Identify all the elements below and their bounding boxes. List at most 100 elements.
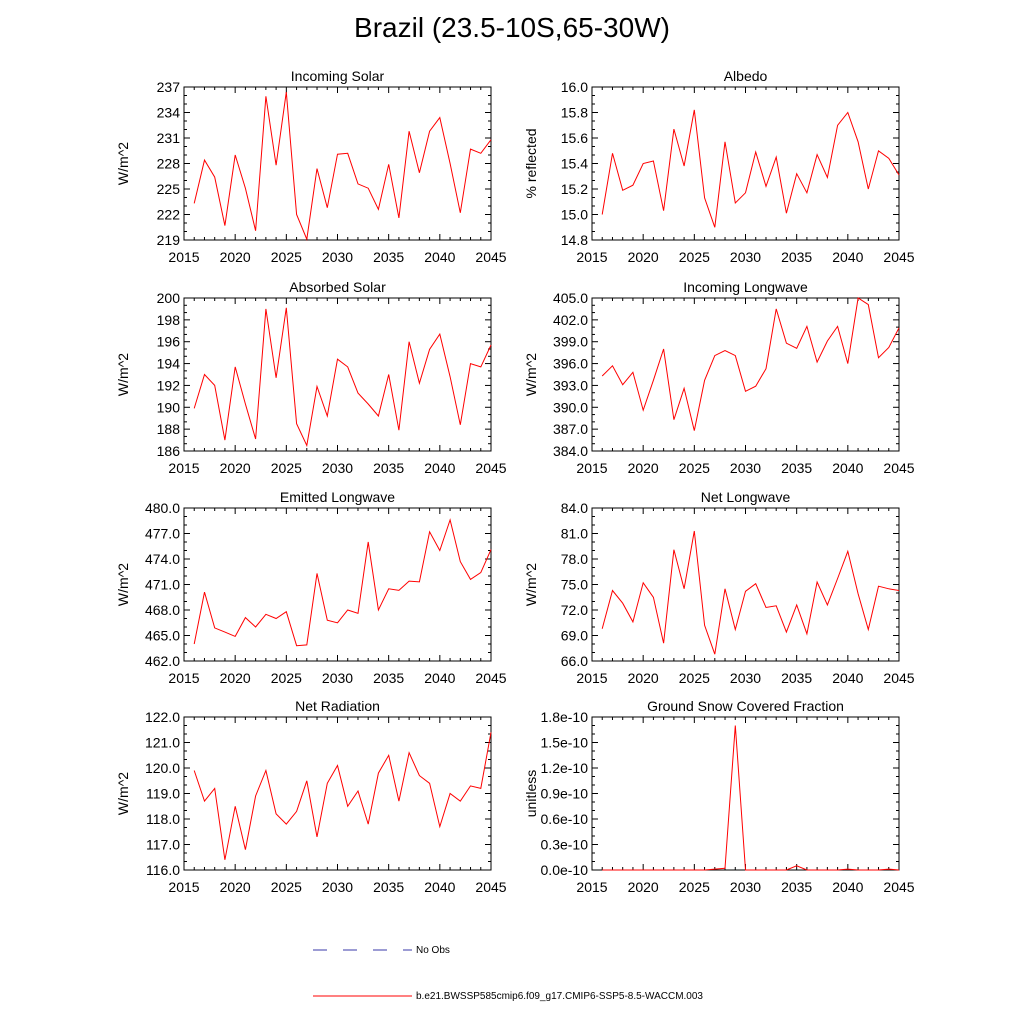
x-tick-label: 2035 bbox=[781, 249, 812, 265]
chart-panel-7: Ground Snow Covered Fraction unitless 0.0e… bbox=[523, 698, 915, 895]
series-line bbox=[193, 307, 492, 448]
x-tick-label: 2045 bbox=[475, 460, 506, 476]
y-tick-label: 468.0 bbox=[145, 602, 180, 618]
y-tick-label: 1.8e-10 bbox=[541, 709, 589, 725]
x-tick-label: 2040 bbox=[424, 249, 455, 265]
y-tick-label: 15.6 bbox=[561, 130, 588, 146]
x-tick-label: 2020 bbox=[628, 670, 659, 686]
y-tick-label: 219 bbox=[157, 232, 181, 248]
x-tick-label: 2020 bbox=[628, 460, 659, 476]
y-tick-label: 1.5e-10 bbox=[541, 735, 589, 751]
y-tick-label: 396.0 bbox=[553, 356, 588, 372]
y-tick-label: 14.8 bbox=[561, 232, 588, 248]
x-tick-label: 2040 bbox=[424, 670, 455, 686]
x-tick-label: 2025 bbox=[271, 249, 302, 265]
plot-frame bbox=[183, 86, 492, 241]
y-axis-label: W/m^2 bbox=[523, 353, 539, 396]
x-tick-label: 2030 bbox=[730, 879, 761, 895]
plot-frame bbox=[591, 507, 900, 662]
legend-obs-label: No Obs bbox=[416, 945, 450, 956]
y-tick-label: 69.0 bbox=[561, 628, 588, 644]
x-tick-label: 2015 bbox=[168, 460, 199, 476]
y-tick-label: 225 bbox=[157, 181, 181, 197]
panel-title: Absorbed Solar bbox=[289, 279, 386, 295]
y-axis-label: W/m^2 bbox=[115, 142, 131, 185]
plot-frame bbox=[183, 716, 492, 871]
x-tick-label: 2020 bbox=[628, 879, 659, 895]
chart-panel-5: Net Longwave W/m^2 66.0 69.0 72.0 75.0 78.0 81.… bbox=[523, 489, 915, 686]
series-line bbox=[193, 732, 492, 860]
x-tick-label: 2030 bbox=[730, 249, 761, 265]
x-tick-label: 2030 bbox=[322, 670, 353, 686]
legend-model-label: b.e21.BWSSP585cmip6.f09_g17.CMIP6-SSP5-8… bbox=[416, 991, 703, 1002]
y-tick-label: 117.0 bbox=[146, 837, 180, 853]
x-tick-label: 2045 bbox=[883, 879, 914, 895]
x-tick-label: 2045 bbox=[475, 670, 506, 686]
y-tick-label: 66.0 bbox=[561, 653, 588, 669]
panel-title: Albedo bbox=[724, 68, 768, 84]
x-tick-label: 2015 bbox=[576, 879, 607, 895]
figure-title: Brazil (23.5-10S,65-30W) bbox=[354, 12, 670, 43]
plot-frame bbox=[591, 716, 900, 871]
y-tick-label: 118.0 bbox=[146, 811, 180, 827]
y-tick-label: 84.0 bbox=[561, 500, 588, 516]
y-tick-label: 186 bbox=[157, 443, 181, 459]
x-tick-label: 2025 bbox=[271, 460, 302, 476]
x-tick-label: 2040 bbox=[832, 879, 863, 895]
y-tick-label: 190 bbox=[157, 399, 181, 415]
y-axis-label: unitless bbox=[523, 770, 539, 817]
y-tick-label: 15.0 bbox=[561, 207, 588, 223]
y-axis-label: % reflected bbox=[523, 128, 539, 198]
x-tick-label: 2040 bbox=[424, 879, 455, 895]
x-tick-label: 2025 bbox=[679, 879, 710, 895]
x-tick-label: 2045 bbox=[475, 249, 506, 265]
x-tick-label: 2020 bbox=[220, 460, 251, 476]
y-tick-label: 477.0 bbox=[145, 526, 180, 542]
y-tick-label: 237 bbox=[157, 79, 181, 95]
y-tick-label: 16.0 bbox=[561, 79, 588, 95]
y-tick-label: 0.0e-10 bbox=[541, 862, 589, 878]
panel-title: Emitted Longwave bbox=[280, 489, 395, 505]
x-tick-label: 2015 bbox=[576, 670, 607, 686]
series-line bbox=[193, 518, 492, 647]
chart-panel-1: Albedo % reflected 14.8 15.0 15.2 15.4 15.6 15.… bbox=[523, 68, 915, 265]
chart-panel-3: Incoming Longwave W/m^2 384.0 387.0 390.0 393… bbox=[523, 279, 915, 476]
series-line bbox=[601, 109, 900, 228]
y-axis-label: W/m^2 bbox=[523, 563, 539, 606]
x-tick-label: 2035 bbox=[373, 670, 404, 686]
x-tick-label: 2040 bbox=[832, 249, 863, 265]
x-tick-label: 2035 bbox=[781, 879, 812, 895]
panel-title: Incoming Longwave bbox=[683, 279, 808, 295]
x-tick-label: 2040 bbox=[424, 460, 455, 476]
x-tick-label: 2025 bbox=[271, 670, 302, 686]
y-tick-label: 384.0 bbox=[553, 443, 588, 459]
y-tick-label: 405.0 bbox=[553, 290, 588, 306]
legend: No Obs b.e21.BWSSP585cmip6.f09_g17.CMIP6… bbox=[313, 945, 703, 1002]
y-axis-label: W/m^2 bbox=[115, 772, 131, 815]
x-tick-label: 2015 bbox=[168, 249, 199, 265]
x-tick-label: 2030 bbox=[322, 249, 353, 265]
x-tick-label: 2030 bbox=[322, 460, 353, 476]
chart-panel-4: Emitted Longwave W/m^2 462.0 465.0 468.0 471.… bbox=[115, 489, 507, 686]
x-tick-label: 2015 bbox=[576, 460, 607, 476]
x-tick-label: 2030 bbox=[322, 879, 353, 895]
chart-panels: Incoming Solar W/m^2 219 222 225 228 231 234 237… bbox=[115, 68, 915, 895]
chart-panel-2: Absorbed Solar W/m^2 186 188 190 192 194 196 198… bbox=[115, 279, 507, 476]
y-tick-label: 387.0 bbox=[553, 421, 588, 437]
panel-title: Incoming Solar bbox=[291, 68, 385, 84]
x-tick-label: 2015 bbox=[168, 879, 199, 895]
y-tick-label: 72.0 bbox=[561, 602, 588, 618]
panel-title: Net Radiation bbox=[295, 698, 380, 714]
y-tick-label: 474.0 bbox=[145, 551, 180, 567]
x-tick-label: 2045 bbox=[475, 879, 506, 895]
y-axis-label: W/m^2 bbox=[115, 353, 131, 396]
y-tick-label: 15.4 bbox=[561, 156, 588, 172]
x-tick-label: 2035 bbox=[373, 879, 404, 895]
chart-panel-6: Net Radiation W/m^2 116.0 117.0 118.0 119.0 12… bbox=[115, 698, 507, 895]
y-tick-label: 81.0 bbox=[561, 526, 588, 542]
y-tick-label: 188 bbox=[157, 421, 181, 437]
y-tick-label: 116.0 bbox=[146, 862, 180, 878]
series-line bbox=[193, 92, 492, 242]
y-tick-label: 399.0 bbox=[553, 334, 588, 350]
